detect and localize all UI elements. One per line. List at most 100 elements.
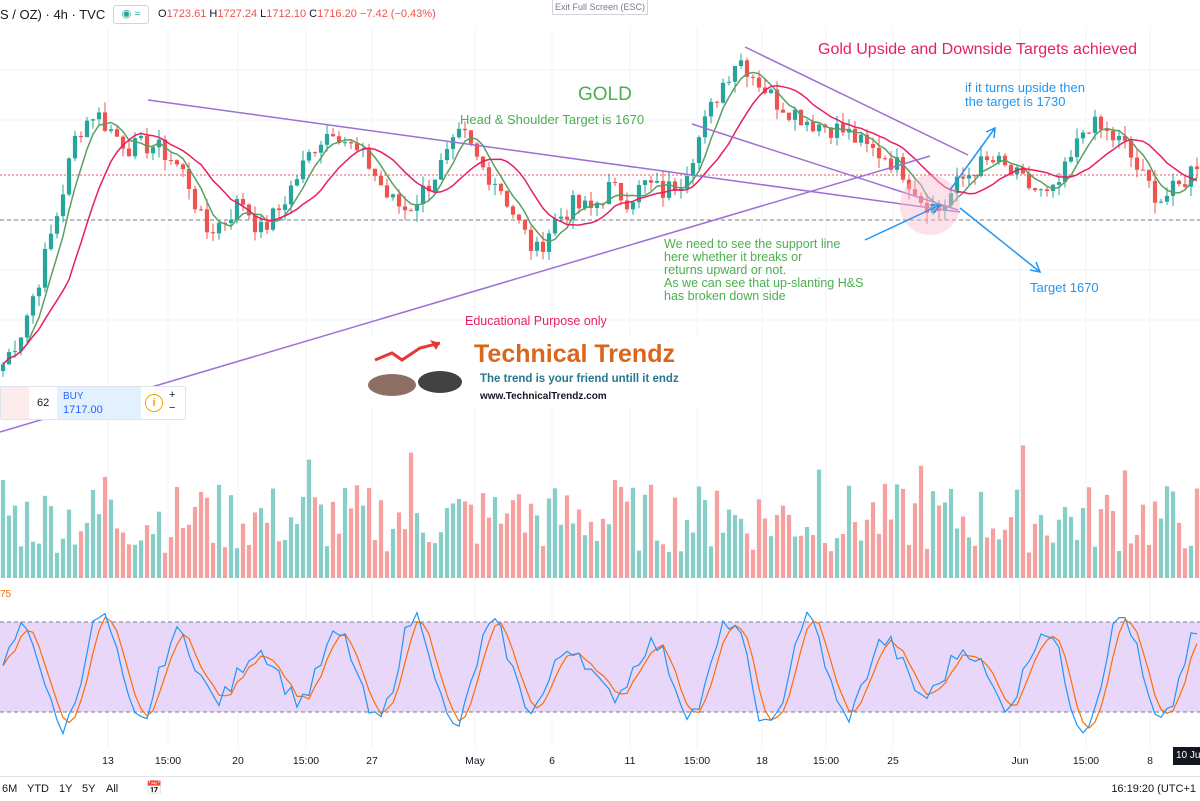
candle bbox=[408, 208, 414, 212]
candle bbox=[570, 190, 576, 229]
volume-bar bbox=[648, 484, 654, 578]
range-5y[interactable]: 5Y bbox=[82, 783, 96, 795]
candle bbox=[714, 100, 720, 108]
candle-body bbox=[648, 180, 654, 183]
volume-bar bbox=[378, 500, 384, 578]
calendar-icon[interactable]: 📅 bbox=[146, 780, 163, 795]
volume-bar bbox=[984, 537, 990, 578]
buy-price: 1717.00 bbox=[63, 404, 103, 416]
volume-bar bbox=[300, 496, 306, 578]
candle bbox=[438, 153, 444, 181]
volume-bar bbox=[264, 522, 270, 578]
volume-bar bbox=[960, 516, 966, 578]
candle-body bbox=[1080, 132, 1086, 139]
clock: 16:19:20 (UTC+1 bbox=[1111, 783, 1196, 795]
annotation-arrows bbox=[864, 126, 1042, 274]
exit-fullscreen-button[interactable]: Exit Full Screen (ESC) bbox=[552, 0, 648, 15]
volume-bar bbox=[1164, 486, 1170, 578]
candle-body bbox=[696, 137, 702, 163]
range-all[interactable]: All bbox=[106, 783, 119, 795]
volume-bar bbox=[306, 459, 312, 578]
buy-label: BUY bbox=[63, 391, 84, 402]
volume-bar bbox=[144, 525, 150, 578]
range-1y[interactable]: 1Y bbox=[59, 783, 73, 795]
volume-bar bbox=[1068, 516, 1074, 578]
volume-bar bbox=[966, 537, 972, 578]
volume-bar bbox=[534, 515, 540, 578]
candle bbox=[96, 107, 102, 126]
candle-body bbox=[468, 130, 474, 144]
volume-bar bbox=[666, 551, 672, 578]
candle-body bbox=[660, 180, 666, 198]
range-ytd[interactable]: YTD bbox=[27, 783, 49, 795]
candle bbox=[660, 170, 666, 207]
annotation-support-1: We need to see the support line bbox=[664, 237, 841, 251]
candle bbox=[1140, 158, 1146, 171]
buy-button[interactable]: BUY 1717.00 bbox=[57, 387, 141, 419]
candle bbox=[900, 152, 906, 183]
candle bbox=[702, 110, 708, 144]
candle-body bbox=[960, 176, 966, 179]
candle bbox=[510, 204, 516, 219]
candle bbox=[738, 53, 744, 69]
candle bbox=[132, 132, 138, 160]
minus-icon[interactable]: − bbox=[169, 402, 176, 414]
volume-bar bbox=[1182, 548, 1188, 578]
candle-body bbox=[984, 156, 990, 161]
visibility-toggle[interactable]: ◉ ≈ bbox=[113, 5, 149, 24]
arrow-target bbox=[959, 207, 1041, 273]
volume-bar bbox=[294, 524, 300, 578]
candle bbox=[216, 219, 222, 240]
candle-body bbox=[216, 222, 222, 234]
candle bbox=[1104, 121, 1110, 141]
candle-body bbox=[210, 232, 216, 234]
volume-bar bbox=[1074, 539, 1080, 578]
candle bbox=[774, 81, 780, 120]
volume-bar bbox=[714, 490, 720, 578]
candle-body bbox=[774, 89, 780, 110]
volume-bar bbox=[564, 495, 570, 578]
stochastic-band bbox=[0, 622, 1200, 712]
volume-bar bbox=[78, 531, 84, 578]
candle-body bbox=[786, 112, 792, 120]
candle-body bbox=[546, 233, 552, 252]
candle-body bbox=[804, 121, 810, 126]
candle bbox=[1050, 183, 1056, 198]
volume-bar bbox=[402, 529, 408, 578]
candle bbox=[894, 148, 900, 174]
candle-body bbox=[570, 195, 576, 220]
x-tick-label: 15:00 bbox=[1073, 755, 1099, 767]
candle bbox=[1038, 188, 1044, 197]
annotation-gold: GOLD bbox=[578, 84, 632, 105]
volume-bar bbox=[1134, 534, 1140, 578]
symbol-label[interactable]: S / OZ) · 4h · TVC bbox=[0, 7, 106, 22]
volume-bar bbox=[360, 505, 366, 578]
candle-body bbox=[96, 112, 102, 120]
candle-body bbox=[1170, 180, 1176, 196]
candle bbox=[222, 221, 228, 231]
volume-bar bbox=[234, 548, 240, 578]
candle-body bbox=[1140, 169, 1146, 171]
x-tick-label: 13 bbox=[102, 755, 114, 767]
candle-body bbox=[684, 176, 690, 189]
range-6m[interactable]: 6M bbox=[2, 783, 18, 795]
volume-bar bbox=[810, 535, 816, 578]
candle-body bbox=[444, 149, 450, 161]
candle-body bbox=[690, 162, 696, 177]
date-badge: 10 Ju bbox=[1173, 747, 1200, 765]
bottom-toolbar: 6M YTD 1Y 5Y All 📅 16:19:20 (UTC+1 bbox=[0, 776, 1200, 801]
volume-bar bbox=[54, 552, 60, 578]
info-icon[interactable]: i bbox=[145, 394, 163, 412]
volume-bar bbox=[636, 550, 642, 578]
x-tick-label: 20 bbox=[232, 755, 244, 767]
volume-bar bbox=[630, 487, 636, 578]
sell-button[interactable] bbox=[1, 387, 29, 419]
quantity-value[interactable]: 62 bbox=[37, 397, 50, 409]
volume-bar bbox=[1128, 543, 1134, 578]
candle-body bbox=[870, 144, 876, 148]
candle-body bbox=[456, 128, 462, 138]
volume-bar bbox=[324, 546, 330, 578]
quantity-stepper[interactable]: + − bbox=[169, 389, 175, 415]
plus-icon[interactable]: + bbox=[169, 389, 176, 401]
